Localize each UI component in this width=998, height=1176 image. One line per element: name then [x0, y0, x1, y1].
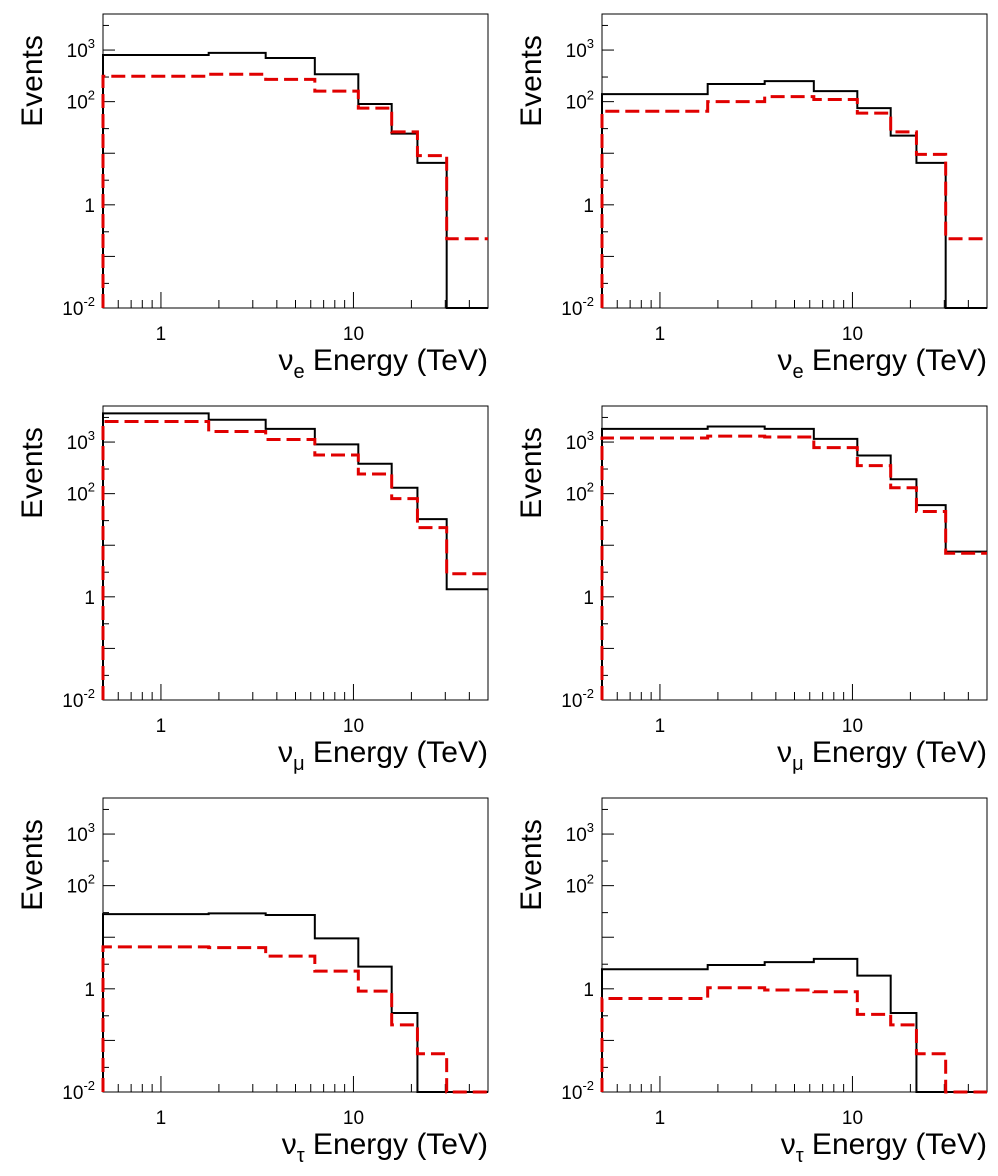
- y-tick-label: 102: [67, 88, 95, 114]
- y-axis-title: Events: [16, 819, 49, 911]
- x-tick-label: 10: [842, 1108, 863, 1129]
- series-dashed-red: [101, 72, 488, 308]
- chart-panel: 1 10 103 102 1 10-2 Events νe Energy (TeV): [515, 13, 988, 383]
- x-tick-label: 1: [655, 324, 666, 345]
- y-tick-label: 10-2: [561, 1078, 594, 1104]
- chart-panel: 1 10 103 102 1 10-2 Events νμ Energy (TeV): [16, 405, 489, 775]
- series-dashed-red: [101, 420, 488, 700]
- y-tick-label: 1: [84, 588, 95, 609]
- y-tick-label: 1: [84, 196, 95, 217]
- plot-frame: [601, 13, 988, 309]
- y-axis-title: Events: [515, 819, 548, 911]
- plot-frame: [601, 405, 988, 701]
- x-axis-title: νμ Energy (TeV): [278, 736, 488, 775]
- y-axis-title: Events: [515, 35, 548, 127]
- x-tick-label: 1: [156, 716, 167, 737]
- series-solid-black: [102, 51, 488, 309]
- series-dashed-red: [600, 986, 987, 1094]
- chart-panel: 1 10 103 102 1 10-2 Events νe Energy (TeV): [16, 13, 489, 383]
- y-tick-label: 10-2: [62, 1078, 95, 1104]
- y-axis-title: Events: [16, 427, 49, 519]
- series-solid-black: [601, 80, 987, 309]
- y-tick-label: 1: [583, 196, 594, 217]
- y-tick-label: 103: [566, 36, 594, 62]
- y-tick-label: 103: [67, 36, 95, 62]
- y-axis-title: Events: [16, 35, 49, 127]
- x-axis-title: νμ Energy (TeV): [777, 736, 987, 775]
- x-axis-title: νe Energy (TeV): [777, 344, 987, 383]
- x-axis-title: ντ Energy (TeV): [282, 1128, 488, 1167]
- series-dashed-red: [600, 434, 987, 700]
- x-axis-title: νe Energy (TeV): [278, 344, 488, 383]
- plot-frame: [102, 405, 489, 701]
- y-tick-label: 102: [67, 480, 95, 506]
- y-axis-title: Events: [515, 427, 548, 519]
- y-tick-label: 103: [566, 428, 594, 454]
- chart-panel: 1 10 103 102 1 10-2 Events ντ Energy (TeV): [515, 797, 988, 1167]
- x-tick-label: 1: [156, 324, 167, 345]
- series-solid-black: [601, 425, 987, 700]
- y-tick-label: 10-2: [561, 294, 594, 320]
- y-tick-label: 103: [67, 428, 95, 454]
- y-tick-label: 1: [583, 980, 594, 1001]
- x-tick-label: 1: [655, 1108, 666, 1129]
- x-tick-label: 10: [343, 324, 364, 345]
- y-tick-label: 103: [566, 820, 594, 846]
- x-tick-label: 10: [842, 716, 863, 737]
- y-tick-label: 103: [67, 820, 95, 846]
- y-tick-label: 102: [67, 872, 95, 898]
- x-tick-label: 10: [343, 716, 364, 737]
- series-solid-black: [601, 957, 987, 1093]
- y-tick-label: 102: [566, 872, 594, 898]
- y-tick-label: 10-2: [62, 686, 95, 712]
- series-solid-black: [102, 912, 488, 1093]
- series-solid-black: [102, 412, 488, 700]
- y-tick-label: 102: [566, 88, 594, 114]
- x-axis-title: ντ Energy (TeV): [781, 1128, 987, 1167]
- plot-frame: [102, 797, 489, 1093]
- chart-panel: 1 10 103 102 1 10-2 Events ντ Energy (TeV): [16, 797, 489, 1167]
- y-tick-label: 102: [566, 480, 594, 506]
- x-tick-label: 10: [842, 324, 863, 345]
- y-tick-label: 1: [583, 588, 594, 609]
- plot-frame: [601, 797, 988, 1093]
- series-dashed-red: [101, 945, 488, 1094]
- y-tick-label: 1: [84, 980, 95, 1001]
- y-tick-label: 10-2: [62, 294, 95, 320]
- chart-panel: 1 10 103 102 1 10-2 Events νμ Energy (TeV): [515, 405, 988, 775]
- x-tick-label: 10: [343, 1108, 364, 1129]
- y-tick-label: 10-2: [561, 686, 594, 712]
- series-dashed-red: [600, 95, 987, 308]
- x-tick-label: 1: [156, 1108, 167, 1129]
- x-tick-label: 1: [655, 716, 666, 737]
